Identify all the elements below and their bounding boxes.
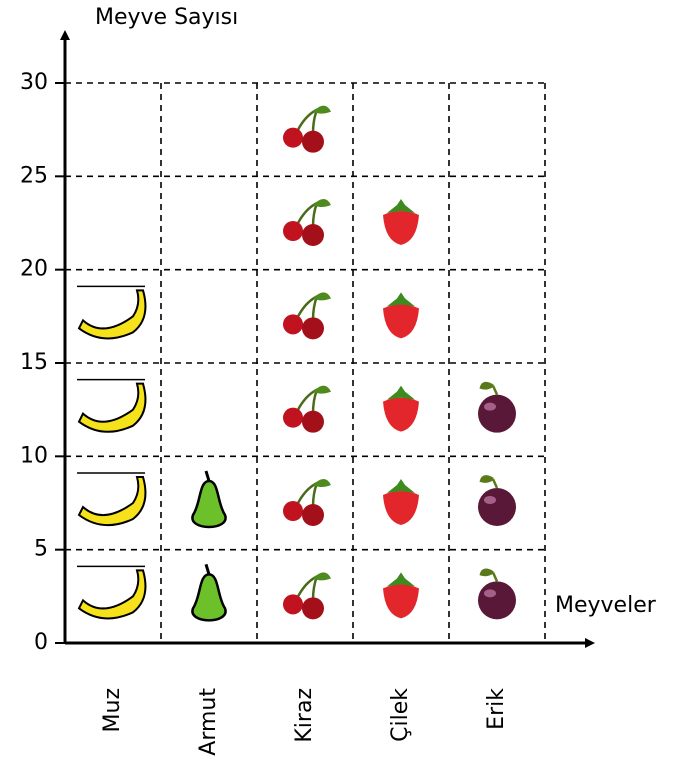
y-tick-label: 0 bbox=[34, 630, 48, 655]
icon-part bbox=[383, 491, 419, 525]
pictogram-column bbox=[283, 105, 331, 620]
y-tick-label: 5 bbox=[34, 537, 48, 562]
icon-part bbox=[313, 479, 331, 487]
y-tick-label: 30 bbox=[20, 70, 48, 95]
y-tick-label: 20 bbox=[20, 257, 48, 282]
icon-part bbox=[387, 199, 415, 213]
icon-part bbox=[302, 410, 324, 433]
icon-part bbox=[295, 108, 319, 134]
icon-part bbox=[295, 201, 319, 228]
y-tick-label: 25 bbox=[20, 163, 48, 188]
icon-part bbox=[77, 569, 147, 620]
pictogram-column bbox=[383, 199, 419, 619]
x-axis-label: Meyveler bbox=[555, 593, 657, 618]
icon-part bbox=[283, 594, 303, 615]
icon-part bbox=[77, 476, 147, 526]
icon-part bbox=[484, 589, 496, 598]
icon-part bbox=[295, 295, 319, 321]
icon-part bbox=[383, 584, 419, 619]
icon-part bbox=[204, 563, 211, 575]
icon-part bbox=[295, 481, 319, 508]
icon-part bbox=[484, 402, 496, 411]
icon-part bbox=[302, 504, 324, 526]
x-tick-label: Çilek bbox=[388, 688, 413, 742]
y-axis-label: Meyve Sayısı bbox=[95, 5, 238, 30]
icon-part bbox=[387, 292, 415, 307]
icon-part bbox=[302, 130, 324, 153]
icon-part bbox=[283, 501, 303, 521]
icon-part bbox=[313, 572, 331, 581]
icon-part bbox=[313, 292, 331, 301]
icon-part bbox=[295, 575, 319, 601]
icon-part bbox=[313, 199, 331, 207]
icon-part bbox=[387, 479, 415, 493]
icon-part bbox=[387, 572, 415, 587]
icon-part bbox=[383, 304, 419, 339]
icon-part bbox=[302, 317, 324, 340]
icon-part bbox=[283, 221, 303, 241]
icon-part bbox=[295, 388, 319, 414]
icon-part bbox=[191, 573, 227, 622]
icon-part bbox=[383, 397, 419, 432]
icon-part bbox=[283, 407, 303, 428]
icon-part bbox=[478, 581, 516, 620]
pictogram-column bbox=[77, 285, 147, 620]
pictogram-column bbox=[478, 381, 516, 620]
x-tick-label: Muz bbox=[100, 688, 125, 732]
icon-part bbox=[484, 496, 496, 504]
icon-part bbox=[302, 224, 324, 246]
icon-part bbox=[387, 385, 415, 400]
icon-part bbox=[313, 385, 331, 394]
icon-part bbox=[479, 381, 499, 396]
y-tick-label: 15 bbox=[20, 350, 48, 375]
icon-part bbox=[204, 470, 211, 482]
icon-part bbox=[302, 597, 324, 620]
icon-part bbox=[478, 394, 516, 433]
icon-part bbox=[77, 289, 147, 340]
icon-part bbox=[479, 475, 499, 489]
icon-part bbox=[77, 382, 147, 433]
pictogram-column bbox=[191, 470, 227, 622]
icon-part bbox=[283, 127, 303, 148]
x-tick-label: Kiraz bbox=[292, 688, 317, 743]
x-tick-label: Armut bbox=[196, 688, 221, 756]
x-tick-label: Erik bbox=[484, 688, 509, 730]
icon-part bbox=[191, 479, 227, 529]
icon-part bbox=[479, 568, 499, 582]
icon-part bbox=[383, 211, 419, 245]
icon-part bbox=[313, 105, 331, 114]
y-tick-label: 10 bbox=[20, 443, 48, 468]
icon-part bbox=[283, 314, 303, 335]
icon-part bbox=[478, 488, 516, 526]
